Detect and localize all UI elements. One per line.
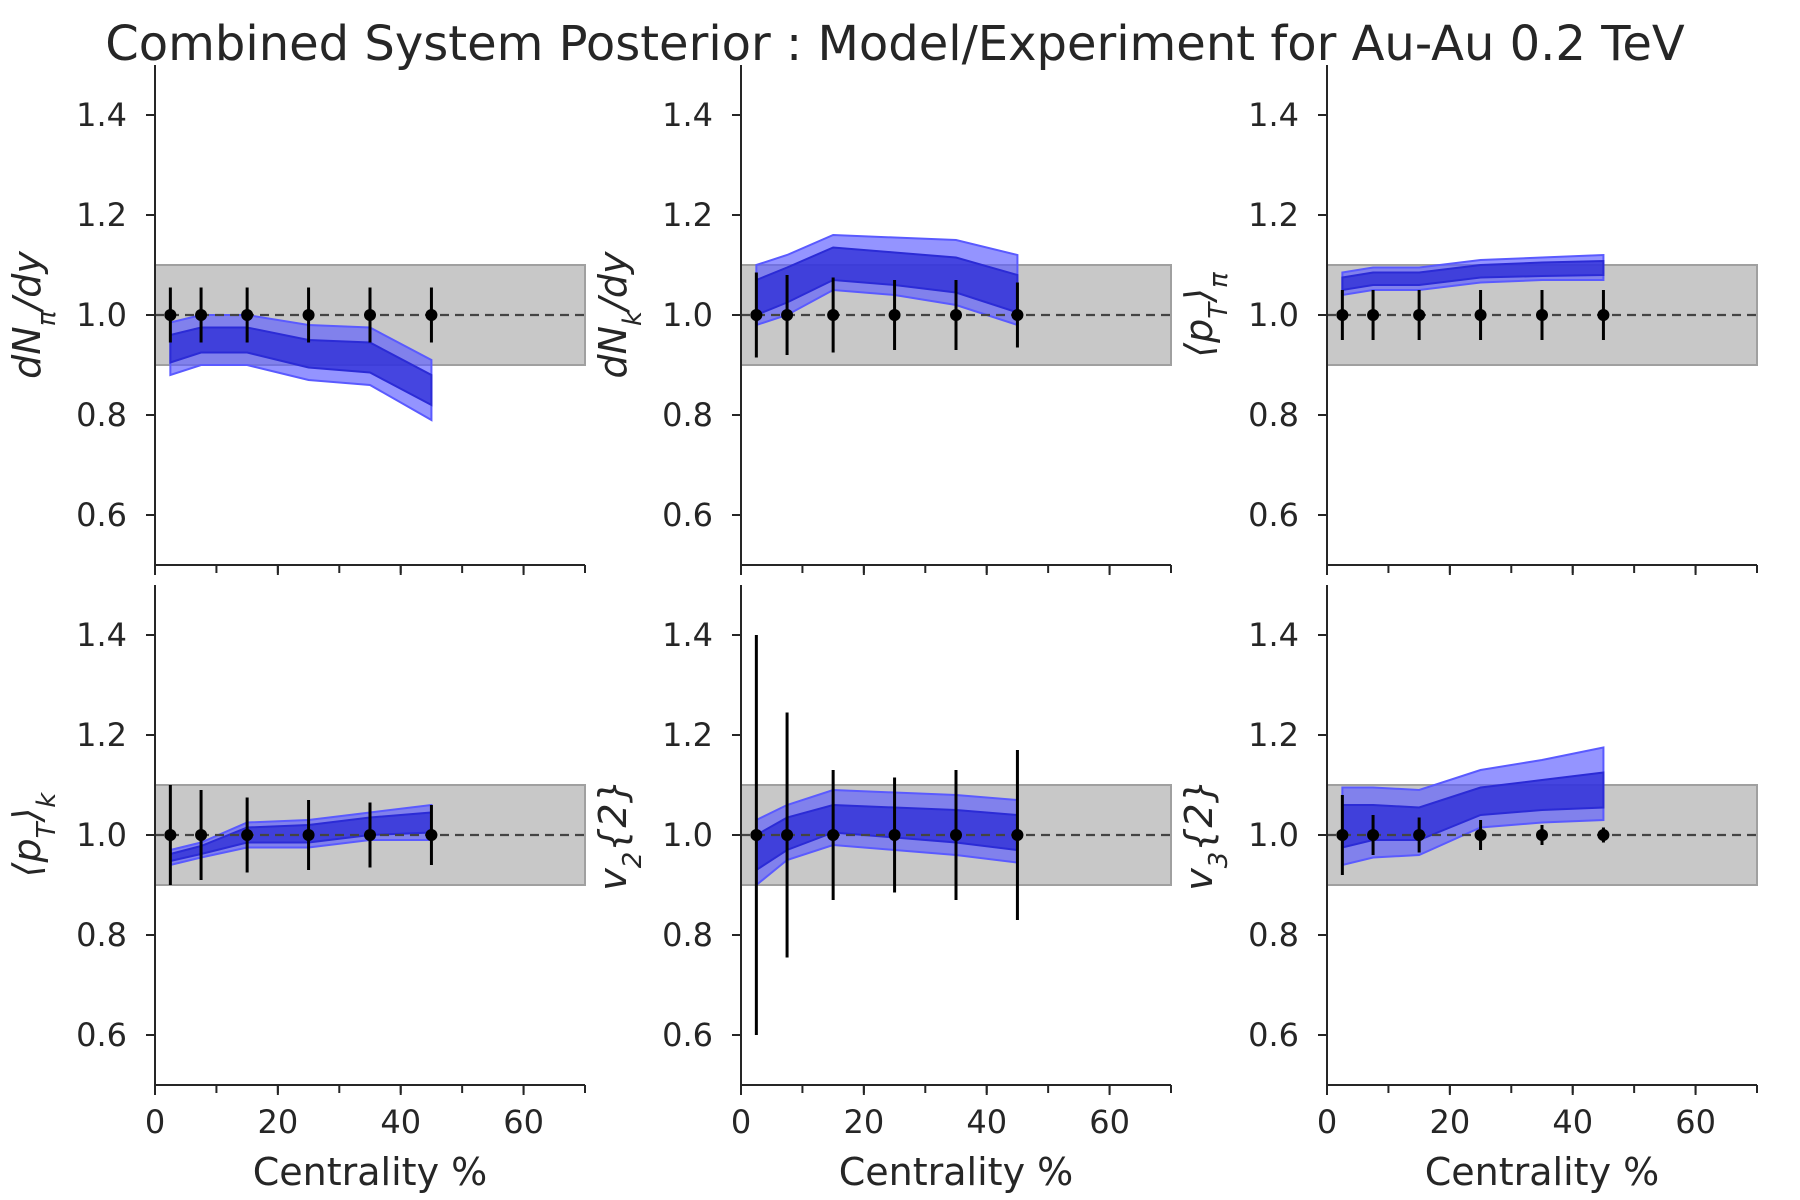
panel-2: 0.6 0.8 1.0 1.2 1.4 dNk/dy [591,65,1172,575]
y-axis-label: v3{2} [1177,779,1234,891]
y-tick-label: 1.0 [1248,296,1299,334]
y-tick-label: 0.6 [662,1016,713,1054]
panel-3: 0.6 0.8 1.0 1.2 1.4 ⟨pT⟩π [1177,65,1758,575]
y-tick-label: 0.8 [1248,916,1299,954]
data-point [1536,309,1548,321]
y-tick-label: 1.4 [1248,96,1299,134]
data-point [364,309,376,321]
data-point [781,309,794,321]
data-point [1011,309,1024,321]
x-axis-label: Centrality % [253,1150,488,1194]
y-tick-label: 0.6 [76,1016,127,1054]
panel-5: 0.6 0.8 1.0 1.2 1.4 0 20 40 60 Centrality % v2{2} [591,585,1172,1194]
data-point [888,829,901,841]
panels: 0.6 0.8 1.0 1.2 1.4 dNπ/dy 0.6 0.8 1.0 1.2 1.4 dNk/… [5,65,1758,1194]
data-point [302,309,315,321]
data-point [888,309,901,321]
panel-4: 0.6 0.8 1.0 1.2 1.4 0 20 40 60 Centrality % ⟨pT⟩k [5,585,586,1194]
x-tick-label: 20 [257,1103,298,1141]
data-point [164,309,177,321]
y-tick-label: 1.4 [1248,616,1299,654]
data-point [241,829,254,841]
data-point [364,829,376,841]
figure-title: Combined System Posterior : Model/Experi… [105,16,1685,72]
x-axis-label: Centrality % [839,1150,1074,1194]
y-axis-label: ⟨pT⟩k [5,792,62,878]
data-point [750,309,763,321]
y-tick-label: 1.0 [76,296,127,334]
x-tick-label: 0 [145,1103,165,1141]
y-tick-label: 1.2 [1248,716,1299,754]
y-tick-label: 1.0 [1248,816,1299,854]
y-tick-label: 1.2 [76,716,127,754]
data-point [1367,829,1380,841]
x-tick-label: 60 [1675,1103,1716,1141]
data-point [950,309,962,321]
data-point [1474,309,1487,321]
x-tick-label: 0 [731,1103,751,1141]
y-tick-label: 1.4 [76,96,127,134]
data-point [1336,309,1349,321]
data-point [241,309,254,321]
y-axis-label: ⟨pT⟩π [1177,272,1234,358]
data-point [1011,829,1024,841]
y-tick-label: 0.6 [1248,496,1299,534]
y-tick-label: 0.8 [662,916,713,954]
x-tick-label: 40 [1552,1103,1593,1141]
data-point [781,829,794,841]
data-point [950,829,962,841]
x-tick-label: 20 [843,1103,884,1141]
x-tick-label: 60 [1089,1103,1130,1141]
data-point [1336,829,1349,841]
data-point [1597,309,1610,321]
y-axis-label: dNπ/dy [5,251,62,379]
data-point [1474,829,1487,841]
x-axis-label: Centrality % [1425,1150,1660,1194]
data-point [827,309,840,321]
x-tick-label: 40 [380,1103,421,1141]
y-tick-label: 1.0 [76,816,127,854]
data-point [1536,829,1548,841]
x-tick-label: 40 [966,1103,1007,1141]
data-point [1413,829,1426,841]
y-tick-label: 0.8 [76,916,127,954]
y-tick-label: 1.2 [76,196,127,234]
x-tick-label: 20 [1429,1103,1470,1141]
y-tick-label: 1.4 [662,616,713,654]
data-point [195,829,208,841]
data-point [425,829,438,841]
x-tick-label: 0 [1317,1103,1337,1141]
y-axis-label: dNk/dy [591,251,648,379]
y-tick-label: 1.4 [76,616,127,654]
panel-1: 0.6 0.8 1.0 1.2 1.4 dNπ/dy [5,65,586,575]
y-axis-label: v2{2} [591,779,648,891]
data-point [1413,309,1426,321]
panel-6: 0.6 0.8 1.0 1.2 1.4 0 20 40 60 Centrality % v3{2} [1177,585,1758,1194]
y-tick-label: 0.6 [662,496,713,534]
y-tick-label: 0.8 [662,396,713,434]
y-tick-label: 0.6 [76,496,127,534]
x-tick-label: 60 [503,1103,544,1141]
posterior-inner-band [1341,259,1605,292]
y-tick-label: 1.2 [1248,196,1299,234]
data-point [1367,309,1380,321]
y-tick-label: 0.8 [76,396,127,434]
data-point [425,309,438,321]
data-point [750,829,763,841]
y-tick-label: 1.2 [662,716,713,754]
data-point [164,829,177,841]
y-tick-label: 0.8 [1248,396,1299,434]
data-point [827,829,840,841]
y-tick-label: 0.6 [1248,1016,1299,1054]
y-tick-label: 1.4 [662,96,713,134]
y-tick-label: 1.0 [662,296,713,334]
y-tick-label: 1.0 [662,816,713,854]
data-point [1597,829,1610,841]
data-point [195,309,208,321]
y-tick-label: 1.2 [662,196,713,234]
data-point [302,829,315,841]
